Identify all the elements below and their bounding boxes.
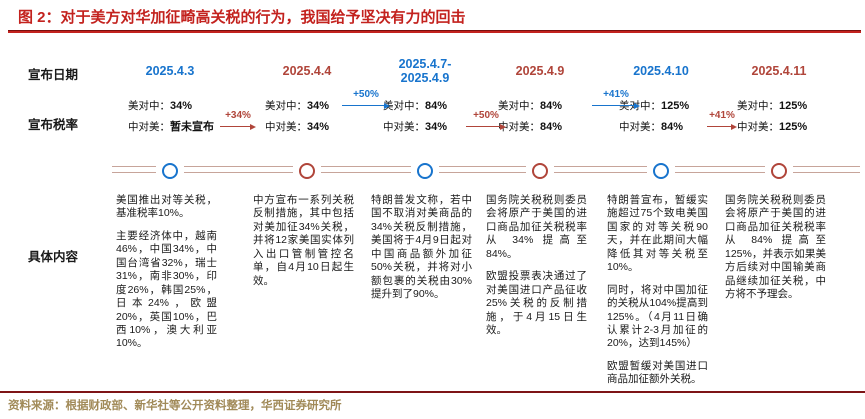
china-on-us-rate: 中对美：84% — [498, 121, 563, 133]
arrow-line — [342, 105, 384, 106]
us-on-china-rate: 美对中：84% — [498, 100, 563, 112]
rate-increase-arrow: +41% — [592, 89, 640, 109]
arrow-line — [707, 126, 731, 127]
column-content: 美国推出对等关税，基准税率10%。主要经济体中，越南46%，中国34%，中国台湾… — [108, 194, 232, 360]
timeline-column: 2025.4.4 美对中：34% 中对美：34% 中方宣布一系列关税反制措施，其… — [245, 54, 369, 404]
column-rates: 美对中：34% 中对美：暂未宣布 — [108, 96, 232, 138]
content-paragraph: 同时，将对中国加征的关税从104%提高到125%。（4月11日确认累计2-3月加… — [607, 283, 708, 350]
timeline-track-segment — [554, 166, 647, 173]
column-rates: 美对中：34% 中对美：34% — [245, 96, 369, 138]
timeline-node-circle — [417, 163, 433, 179]
column-rates: 美对中：84% 中对美：34% — [363, 96, 487, 138]
rate-increase-arrow: +34% — [220, 110, 256, 130]
arrow-line — [592, 105, 634, 106]
china-on-us-rate: 中对美：34% — [265, 121, 330, 133]
timeline-node-circle — [162, 163, 178, 179]
content-paragraph: 国务院关税税则委员会将原产于美国的进口商品加征关税税率从 34% 提高至 84%… — [486, 194, 587, 260]
column-content: 中方宣布一系列关税反制措施，其中包括对美加征34%关税，并将12家美国实体列入出… — [245, 194, 369, 297]
content-paragraph: 特朗普发文称，若中国不取消对美商品的34%关税反制措施，美国将于4月9日起对中国… — [371, 194, 472, 301]
content-paragraph: 中方宣布一系列关税反制措施，其中包括对美加征34%关税，并将12家美国实体列入出… — [253, 194, 354, 287]
timeline-track-segment — [184, 166, 293, 173]
title-divider — [8, 30, 861, 33]
arrow-head-icon — [634, 103, 640, 109]
footer-divider — [0, 391, 865, 393]
timeline-track-segment — [793, 166, 860, 173]
timeline-node-circle — [532, 163, 548, 179]
timeline-column: 2025.4.10 美对中：125% 中对美：84% 特朗普宣布，暂缓实施超过7… — [599, 54, 723, 404]
timeline-column: 2025.4.9 美对中：84% 中对美：84% 国务院关税税则委员会将原产于美… — [478, 54, 602, 404]
timeline-column: 2025.4.7- 2025.4.9 美对中：84% 中对美：34% 特朗普发文… — [363, 54, 487, 404]
us-on-china-rate: 美对中：34% — [128, 100, 193, 112]
rate-increase-label: +41% — [709, 110, 735, 121]
content-paragraph: 欧盟投票表决通过了对美国进口产品征收25%关税的反制措施，于4月15日生效。 — [486, 270, 587, 336]
timeline-track-segment — [675, 166, 765, 173]
timeline-track-segment — [439, 166, 526, 173]
row-label-details: 具体内容 — [28, 250, 79, 264]
column-date: 2025.4.3 — [145, 63, 195, 78]
timeline-node-circle — [653, 163, 669, 179]
arrow-head-icon — [384, 103, 390, 109]
content-paragraph: 国务院关税税则委员会将原产于美国的进口商品加征关税税率从 84% 提高至125%… — [725, 194, 826, 301]
column-rates: 美对中：125% 中对美：84% — [599, 96, 723, 138]
china-on-us-rate: 中对美：34% — [383, 121, 448, 133]
timeline-track-segment — [321, 166, 411, 173]
arrow-head-icon — [250, 124, 256, 130]
rate-increase-label: +50% — [353, 89, 379, 100]
arrow-line — [220, 126, 250, 127]
timeline-node-circle — [771, 163, 787, 179]
us-on-china-rate: 美对中：125% — [619, 100, 690, 112]
column-date: 2025.4.10 — [633, 63, 689, 78]
rate-increase-arrow: +50% — [342, 89, 390, 109]
arrow-head-icon — [500, 124, 506, 130]
row-label-announce-date: 宣布日期 — [28, 68, 79, 82]
column-rates: 美对中：125% 中对美：125% — [717, 96, 841, 138]
timeline-column: 2025.4.11 美对中：125% 中对美：125% 国务院关税税则委员会将原… — [717, 54, 841, 404]
us-on-china-rate: 美对中：34% — [265, 100, 330, 112]
china-on-us-rate: 中对美：暂未宣布 — [128, 121, 214, 133]
us-on-china-rate: 美对中：125% — [737, 100, 808, 112]
row-label-announce-rate: 宣布税率 — [28, 118, 79, 132]
china-on-us-rate: 中对美：125% — [737, 121, 808, 133]
content-paragraph: 欧盟暂缓对美国进口商品加征额外关税。 — [607, 359, 708, 386]
rate-increase-label: +41% — [603, 89, 629, 100]
column-date: 2025.4.7- 2025.4.9 — [398, 56, 452, 85]
column-date: 2025.4.9 — [515, 63, 565, 78]
column-content: 国务院关税税则委员会将原产于美国的进口商品加征关税税率从 84% 提高至125%… — [717, 194, 841, 311]
content-paragraph: 美国推出对等关税，基准税率10%。 — [116, 194, 217, 220]
content-paragraph: 主要经济体中，越南46%，中国34%，中国台湾省32%，瑞士31%，南非30%，… — [116, 229, 217, 350]
rate-increase-label: +50% — [473, 110, 499, 121]
rate-increase-label: +34% — [225, 110, 251, 121]
column-rates: 美对中：84% 中对美：84% — [478, 96, 602, 138]
column-date: 2025.4.4 — [282, 63, 332, 78]
us-on-china-rate: 美对中：84% — [383, 100, 448, 112]
column-content: 国务院关税税则委员会将原产于美国的进口商品加征关税税率从 34% 提高至 84%… — [478, 194, 602, 346]
content-paragraph: 特朗普宣布，暂缓实施超过75个致电美国国家的对等关税90天，并在此期间大幅降低其… — [607, 194, 708, 274]
timeline-track-segment — [112, 166, 156, 173]
source-note: 资料来源：根据财政部、新华社等公开资料整理，华西证券研究所 — [8, 400, 342, 412]
figure-title: 图 2：对于美方对华加征畸高关税的行为，我国给予坚决有力的回击 — [18, 9, 466, 26]
column-date: 2025.4.11 — [751, 63, 807, 78]
arrow-line — [466, 126, 500, 127]
rate-increase-arrow: +41% — [707, 110, 737, 130]
rate-increase-arrow: +50% — [466, 110, 506, 130]
timeline-node-circle — [299, 163, 315, 179]
arrow-head-icon — [731, 124, 737, 130]
column-content: 特朗普发文称，若中国不取消对美商品的34%关税反制措施，美国将于4月9日起对中国… — [363, 194, 487, 311]
timeline-column: 2025.4.3 美对中：34% 中对美：暂未宣布 美国推出对等关税，基准税率1… — [108, 54, 232, 404]
china-on-us-rate: 中对美：84% — [619, 121, 684, 133]
column-content: 特朗普宣布，暂缓实施超过75个致电美国国家的对等关税90天，并在此期间大幅降低其… — [599, 194, 723, 396]
